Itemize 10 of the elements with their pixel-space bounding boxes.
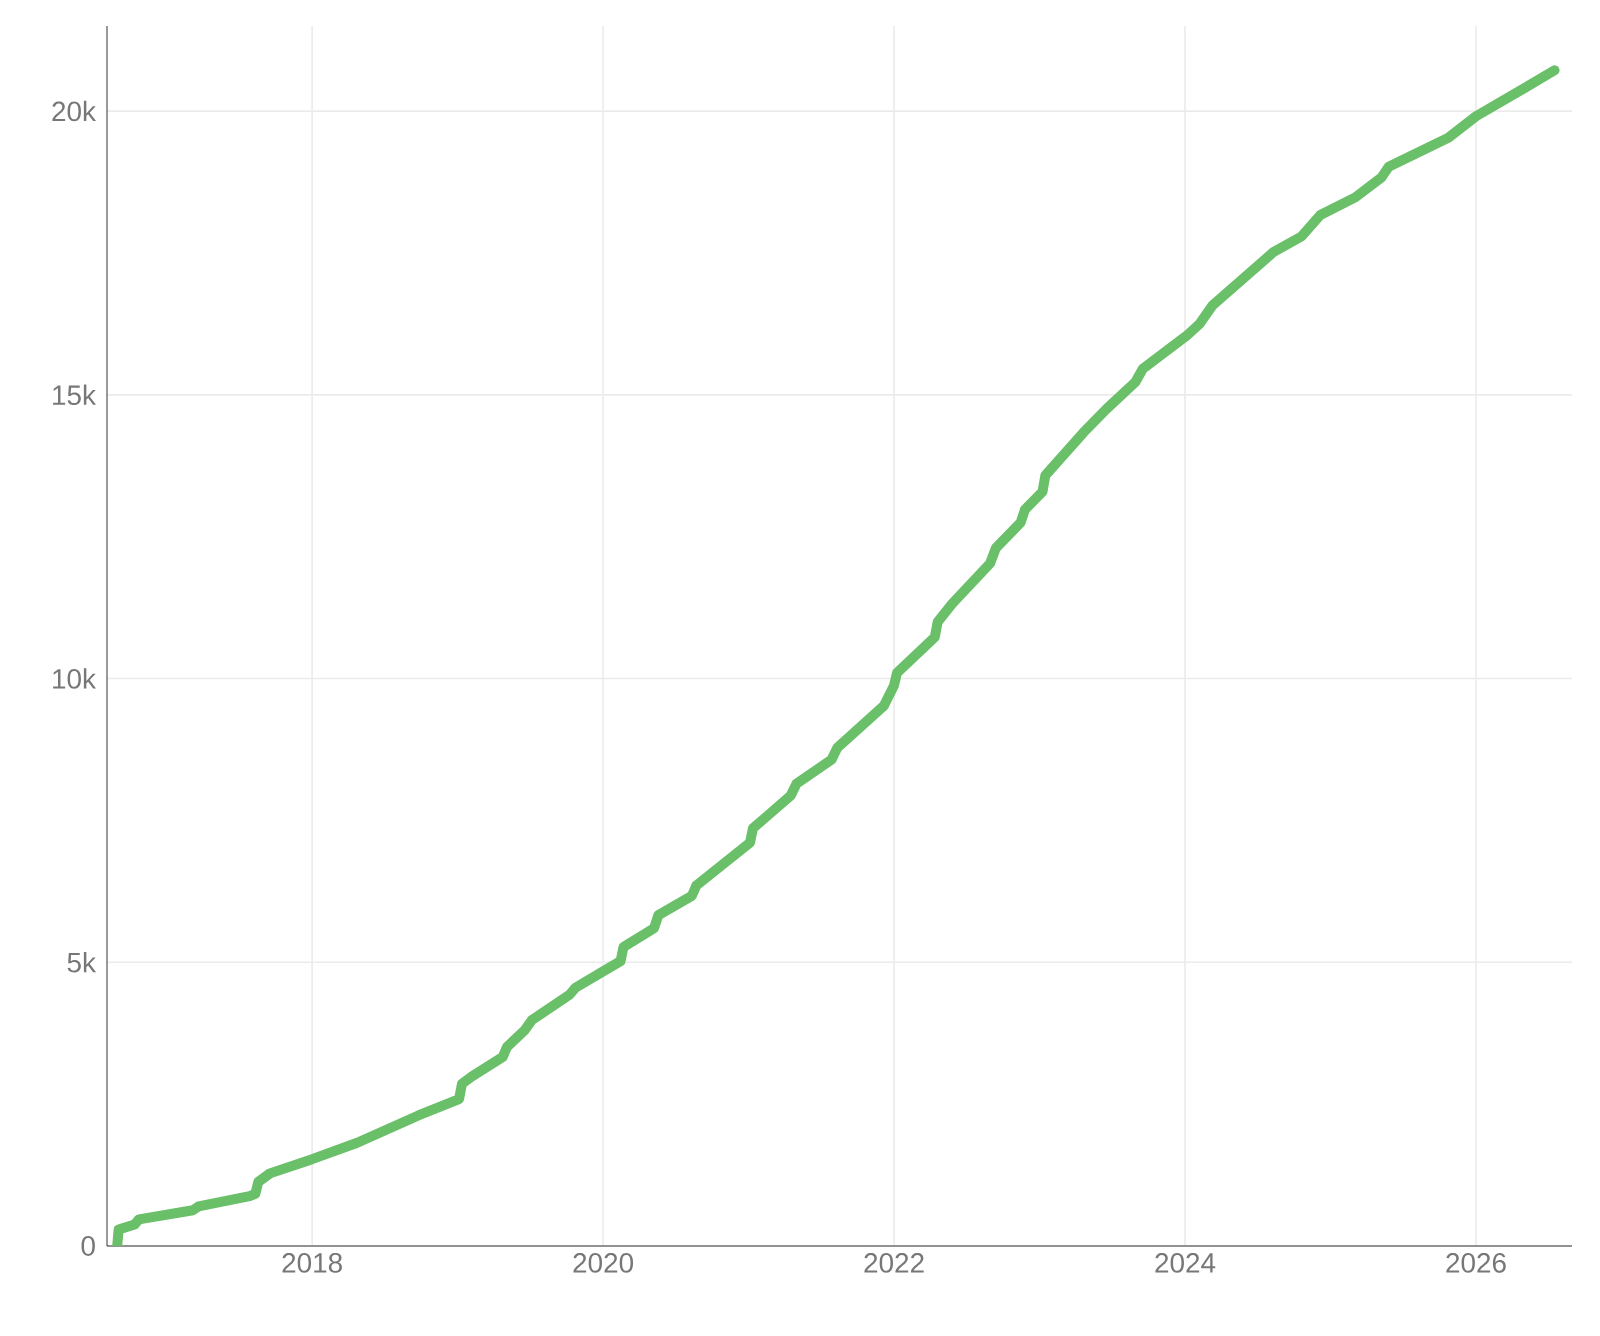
y-tick-label: 5k [67,952,97,973]
y-tick-label: 10k [53,668,96,689]
x-tick-label: 2022 [864,1253,924,1273]
x-tick-label: 2018 [282,1253,342,1273]
y-tick-label: 15k [53,384,96,406]
x-tick-label: 2020 [573,1253,634,1273]
y-tick-label: 20k [52,100,96,122]
x-tick-label: 2026 [1446,1253,1506,1273]
y-tick-label: 0 [81,1236,95,1256]
x-tick-label: 2024 [1155,1253,1216,1273]
